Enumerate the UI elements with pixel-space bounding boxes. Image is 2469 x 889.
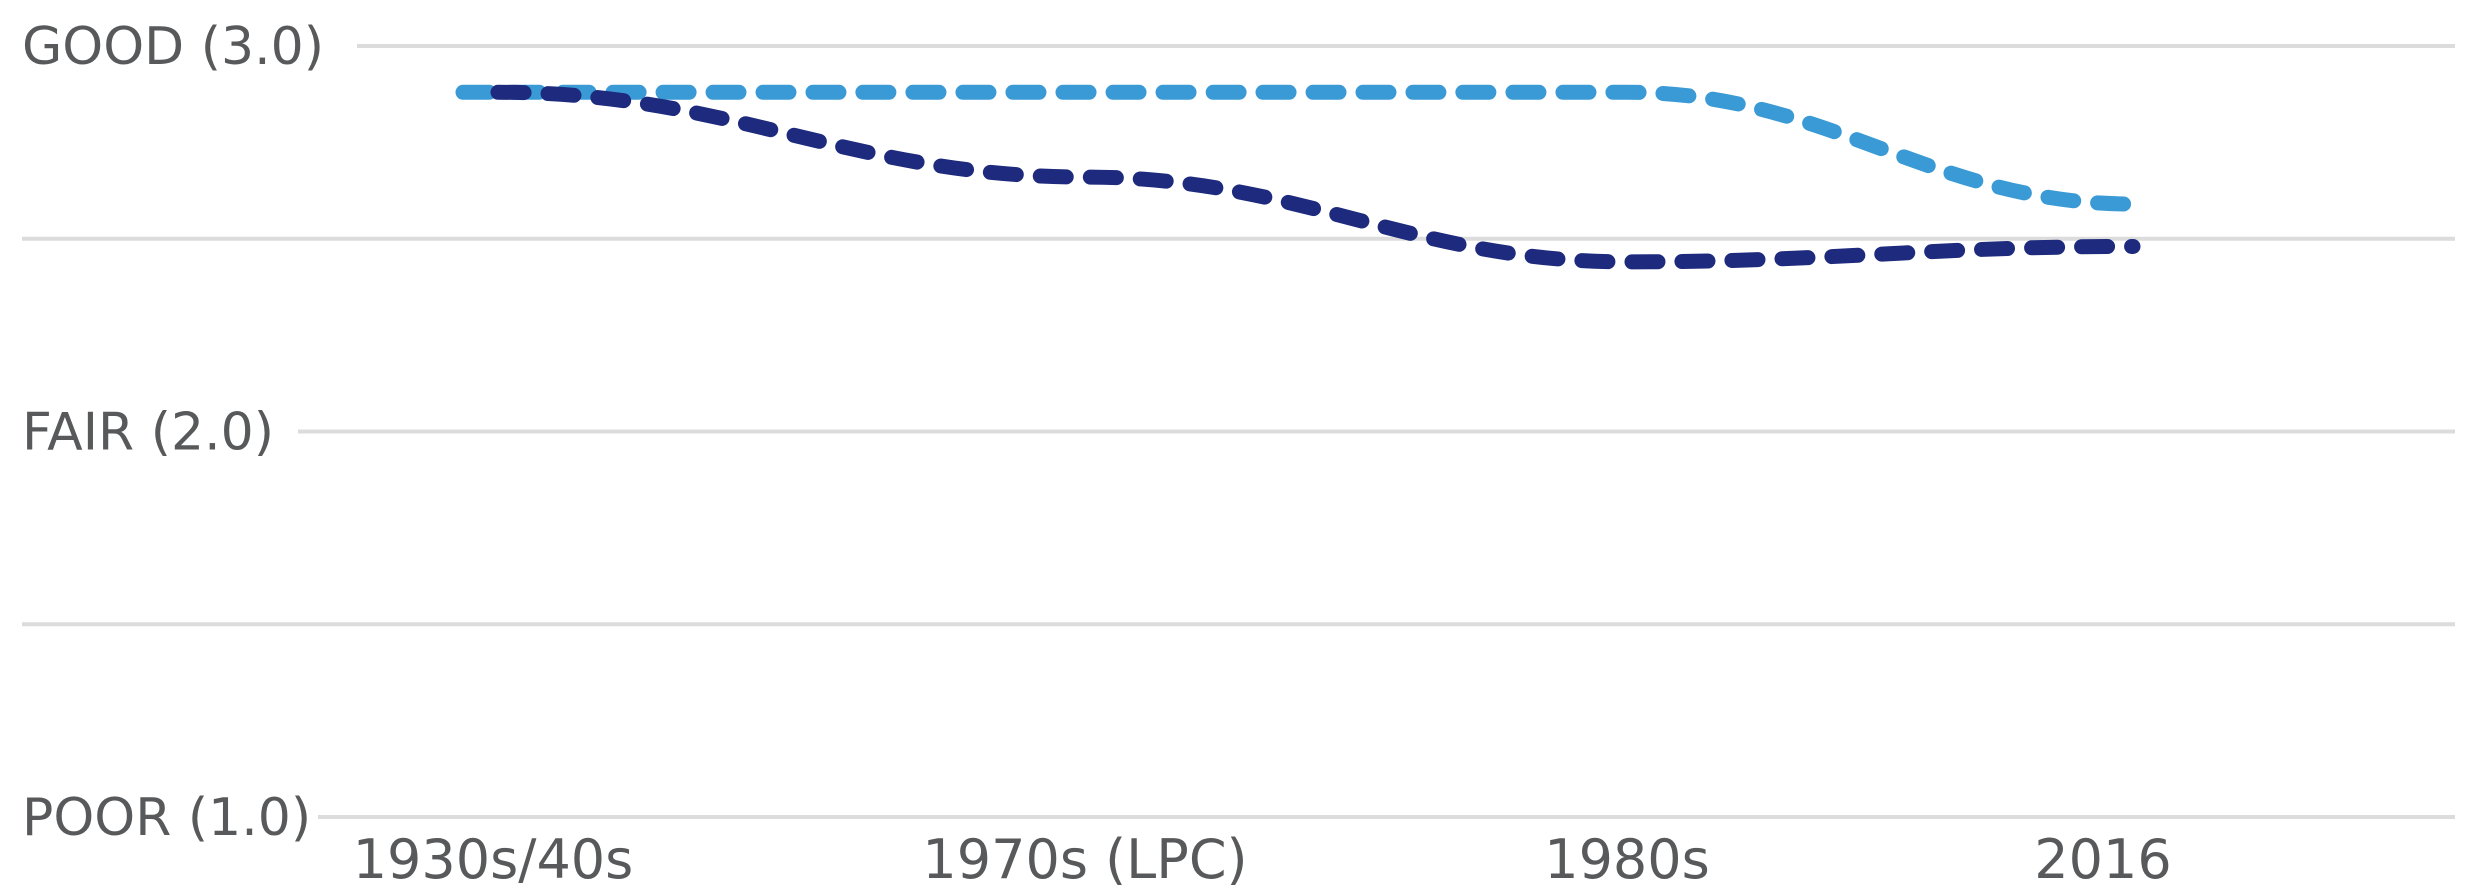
gridlines (22, 46, 2455, 817)
x-axis-tick-labels: 1930s/40s 1970s (LPC) 1980s 2016 (353, 828, 2172, 889)
y-tick-label: GOOD (3.0) (22, 17, 324, 77)
y-tick-label: FAIR (2.0) (22, 403, 274, 463)
series-line-2 (498, 92, 2133, 262)
y-axis-tick-labels: GOOD (3.0) FAIR (2.0) POOR (1.0) (22, 17, 324, 848)
x-tick-label: 1970s (LPC) (922, 828, 1247, 889)
x-tick-label: 1930s/40s (353, 828, 634, 889)
x-tick-label: 1980s (1544, 828, 1710, 889)
series-lines (463, 92, 2133, 262)
x-tick-label: 2016 (2034, 828, 2171, 889)
y-tick-label: POOR (1.0) (22, 788, 311, 848)
